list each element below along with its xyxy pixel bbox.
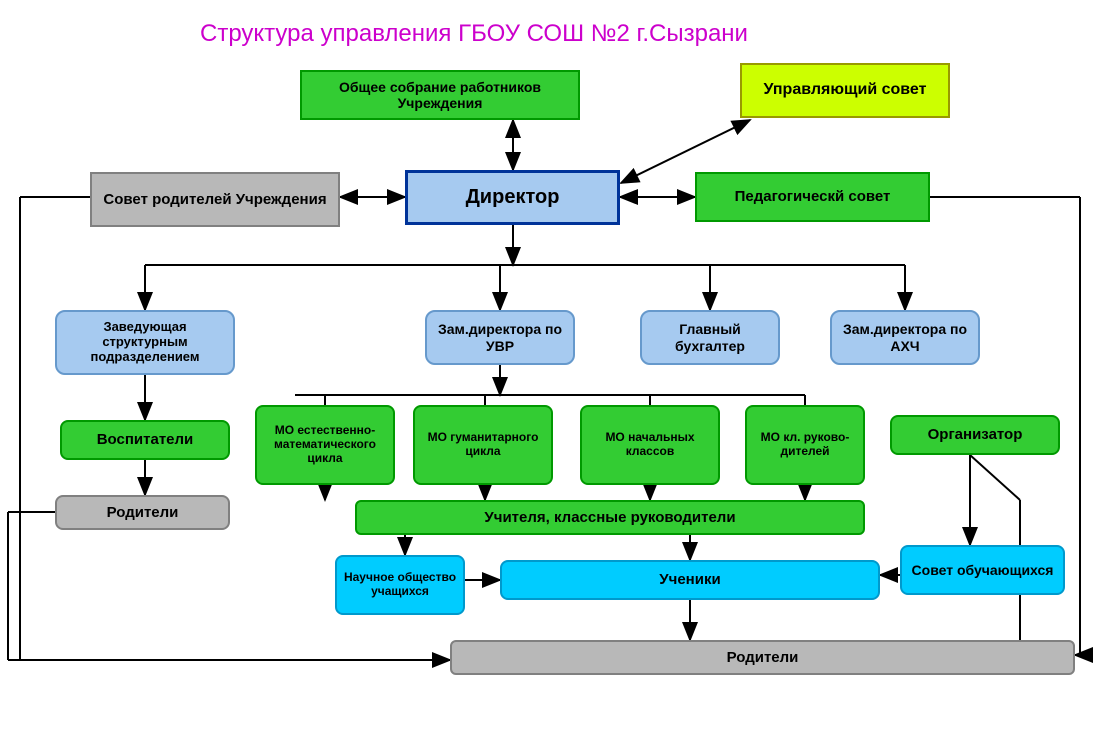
node-upr_sovet: Управляющий совет <box>740 63 950 118</box>
node-mo1: МО естественно-математического цикла <box>255 405 395 485</box>
node-label-director: Директор <box>466 186 560 209</box>
node-roditeli1: Родители <box>55 495 230 530</box>
node-sovet_ob: Совет обучающихся <box>900 545 1065 595</box>
node-noo: Научное общество учащихся <box>335 555 465 615</box>
node-label-vospit: Воспитатели <box>97 431 194 448</box>
node-zam_uvr: Зам.директора по УВР <box>425 310 575 365</box>
node-label-zam_uvr: Зам.директора по УВР <box>431 321 569 353</box>
node-label-sobranie: Общее собрание работников Учреждения <box>306 79 574 111</box>
node-mo4: МО кл. руково-дителей <box>745 405 865 485</box>
node-label-organiz: Организатор <box>928 426 1023 443</box>
node-roditeli2: Родители <box>450 640 1075 675</box>
node-label-sovet_rod: Совет родителей Учреждения <box>103 191 326 208</box>
node-mo3: МО начальных классов <box>580 405 720 485</box>
node-label-roditeli2: Родители <box>727 649 799 666</box>
node-label-buh: Главный бухгалтер <box>646 321 774 353</box>
node-vospit: Воспитатели <box>60 420 230 460</box>
node-label-ucheniki: Ученики <box>659 571 720 588</box>
node-director: Директор <box>405 170 620 225</box>
node-label-roditeli1: Родители <box>107 504 179 521</box>
node-label-zam_ahch: Зам.директора по АХЧ <box>836 321 974 353</box>
node-organiz: Организатор <box>890 415 1060 455</box>
node-label-mo3: МО начальных классов <box>586 431 714 459</box>
node-teachers: Учителя, классные руководители <box>355 500 865 535</box>
node-label-zaved: Заведующая структурным подразделением <box>61 320 229 365</box>
node-label-sovet_ob: Совет обучающихся <box>912 562 1054 578</box>
node-sobranie: Общее собрание работников Учреждения <box>300 70 580 120</box>
node-zam_ahch: Зам.директора по АХЧ <box>830 310 980 365</box>
node-zaved: Заведующая структурным подразделением <box>55 310 235 375</box>
node-label-mo2: МО гуманитарного цикла <box>419 431 547 459</box>
node-ped_sovet: Педагогическй совет <box>695 172 930 222</box>
org-chart-diagram: Структура управления ГБОУ СОШ №2 г.Сызра… <box>0 0 1094 747</box>
node-mo2: МО гуманитарного цикла <box>413 405 553 485</box>
node-label-mo4: МО кл. руково-дителей <box>751 431 859 459</box>
node-label-mo1: МО естественно-математического цикла <box>261 424 389 465</box>
node-label-ped_sovet: Педагогическй совет <box>735 188 891 205</box>
node-label-noo: Научное общество учащихся <box>341 571 459 599</box>
node-buh: Главный бухгалтер <box>640 310 780 365</box>
node-label-teachers: Учителя, классные руководители <box>484 509 735 526</box>
node-label-upr_sovet: Управляющий совет <box>764 81 927 99</box>
diagram-title: Структура управления ГБОУ СОШ №2 г.Сызра… <box>200 20 748 48</box>
node-ucheniki: Ученики <box>500 560 880 600</box>
node-sovet_rod: Совет родителей Учреждения <box>90 172 340 227</box>
